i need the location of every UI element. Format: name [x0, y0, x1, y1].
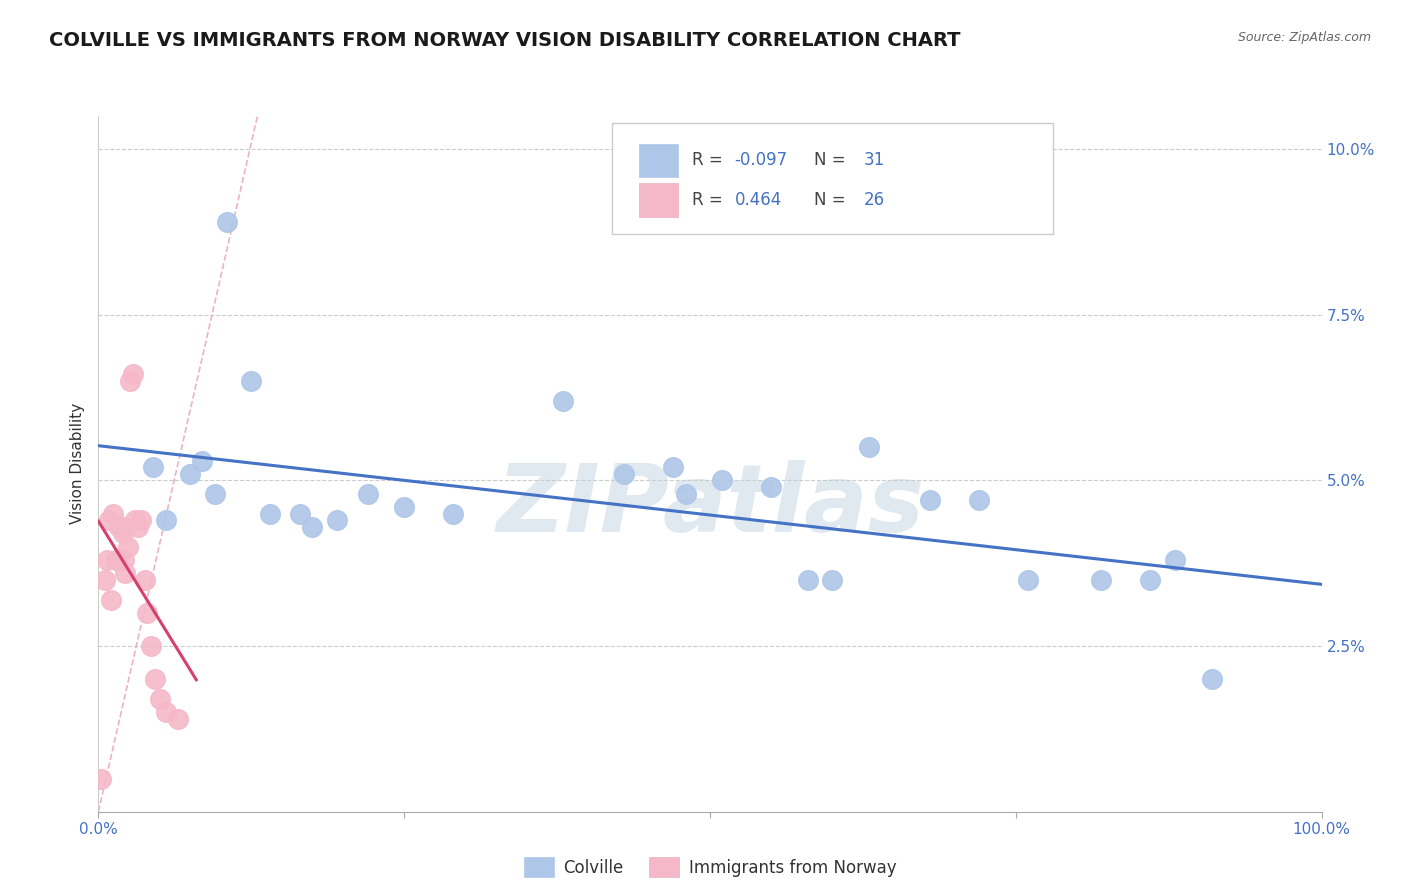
Point — [105, 553, 128, 567]
Point — [326, 513, 349, 527]
Point — [129, 513, 152, 527]
Point — [111, 520, 134, 534]
Text: R =: R = — [692, 152, 728, 169]
Text: Source: ZipAtlas.com: Source: ZipAtlas.com — [1237, 31, 1371, 45]
Point — [613, 467, 636, 481]
Point — [356, 486, 378, 500]
Text: N =: N = — [814, 191, 851, 209]
Point — [920, 493, 942, 508]
Point — [134, 573, 156, 587]
Point — [93, 573, 115, 587]
Point — [120, 374, 142, 388]
Point — [240, 374, 263, 388]
Point — [117, 540, 139, 554]
Point — [111, 520, 134, 534]
Point — [1090, 573, 1112, 587]
Point — [98, 513, 121, 527]
Point — [1139, 573, 1161, 587]
Text: N =: N = — [814, 152, 851, 169]
Text: 31: 31 — [865, 152, 886, 169]
Point — [675, 486, 697, 500]
Point — [155, 706, 177, 720]
Point — [112, 553, 135, 567]
Point — [114, 566, 136, 581]
Text: R =: R = — [692, 191, 728, 209]
Point — [1201, 672, 1223, 686]
Point — [143, 672, 166, 686]
Point — [290, 507, 312, 521]
FancyBboxPatch shape — [640, 184, 678, 217]
FancyBboxPatch shape — [640, 144, 678, 178]
Point — [136, 606, 159, 620]
Point — [179, 467, 201, 481]
Point — [215, 215, 238, 229]
Point — [711, 474, 734, 488]
Point — [761, 480, 783, 494]
Point — [90, 772, 112, 786]
Text: -0.097: -0.097 — [734, 152, 787, 169]
Point — [662, 460, 685, 475]
FancyBboxPatch shape — [612, 123, 1053, 235]
Point — [167, 712, 190, 726]
Point — [139, 639, 162, 653]
Text: COLVILLE VS IMMIGRANTS FROM NORWAY VISION DISABILITY CORRELATION CHART: COLVILLE VS IMMIGRANTS FROM NORWAY VISIO… — [49, 31, 960, 50]
Point — [797, 573, 820, 587]
Point — [1164, 553, 1187, 567]
Point — [121, 368, 143, 382]
Text: 0.464: 0.464 — [734, 191, 782, 209]
Point — [1017, 573, 1039, 587]
Point — [553, 393, 575, 408]
Point — [124, 513, 146, 527]
Point — [392, 500, 416, 514]
Text: 26: 26 — [865, 191, 886, 209]
Text: ZIPatlas: ZIPatlas — [496, 459, 924, 551]
Point — [142, 460, 165, 475]
Point — [259, 507, 281, 521]
Point — [108, 520, 131, 534]
Point — [191, 453, 214, 467]
Point — [441, 507, 464, 521]
Point — [100, 592, 122, 607]
Point — [104, 553, 127, 567]
Point — [821, 573, 844, 587]
Point — [101, 507, 124, 521]
Point — [111, 526, 134, 541]
Point — [149, 692, 172, 706]
Point — [204, 486, 226, 500]
Point — [127, 520, 149, 534]
Y-axis label: Vision Disability: Vision Disability — [69, 403, 84, 524]
Point — [967, 493, 990, 508]
Point — [858, 440, 880, 454]
Point — [301, 520, 323, 534]
Legend: Colville, Immigrants from Norway: Colville, Immigrants from Norway — [517, 851, 903, 883]
Point — [155, 513, 177, 527]
Point — [96, 553, 118, 567]
